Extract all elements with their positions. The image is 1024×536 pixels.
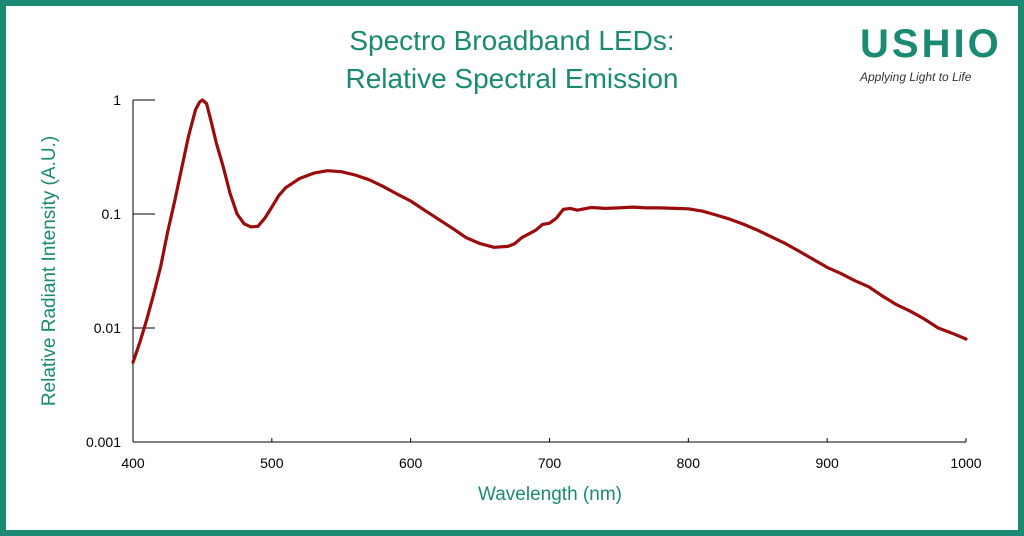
chart-title-line2: Relative Spectral Emission [345,63,679,94]
logo-tagline: Applying Light to Life [860,70,972,84]
ushio-logo: USHIO Applying Light to Life [860,24,1000,84]
series-group [131,98,968,364]
x-axis-ticks: 400 500 600 700 800 900 1000 [121,438,982,471]
y-tick-label: 1 [113,92,121,108]
chart-title-line1: Spectro Broadband LEDs: [349,25,675,56]
chart-title: Spectro Broadband LEDs: Relative Spectra… [262,22,762,98]
x-tick-label: 400 [121,455,145,471]
x-tick-label: 800 [677,455,701,471]
x-tick-label: 900 [815,455,839,471]
y-axis-label: Relative Radiant Intensity (A.U.) [39,136,60,406]
y-tick-label: 0.001 [86,434,121,450]
y-tick-label: 0.01 [94,320,121,336]
emission-curve [131,98,968,364]
x-tick-label: 600 [399,455,423,471]
x-tick-label: 500 [260,455,284,471]
x-tick-label: 1000 [950,455,981,471]
y-axis-ticks: 1 0.1 0.01 0.001 [86,92,155,450]
y-tick-label: 0.1 [102,206,122,222]
x-axis-label: Wavelength (nm) [478,484,622,505]
x-tick-label: 700 [538,455,562,471]
chart-axes [132,100,966,443]
logo-wordmark: USHIO [860,22,1002,66]
